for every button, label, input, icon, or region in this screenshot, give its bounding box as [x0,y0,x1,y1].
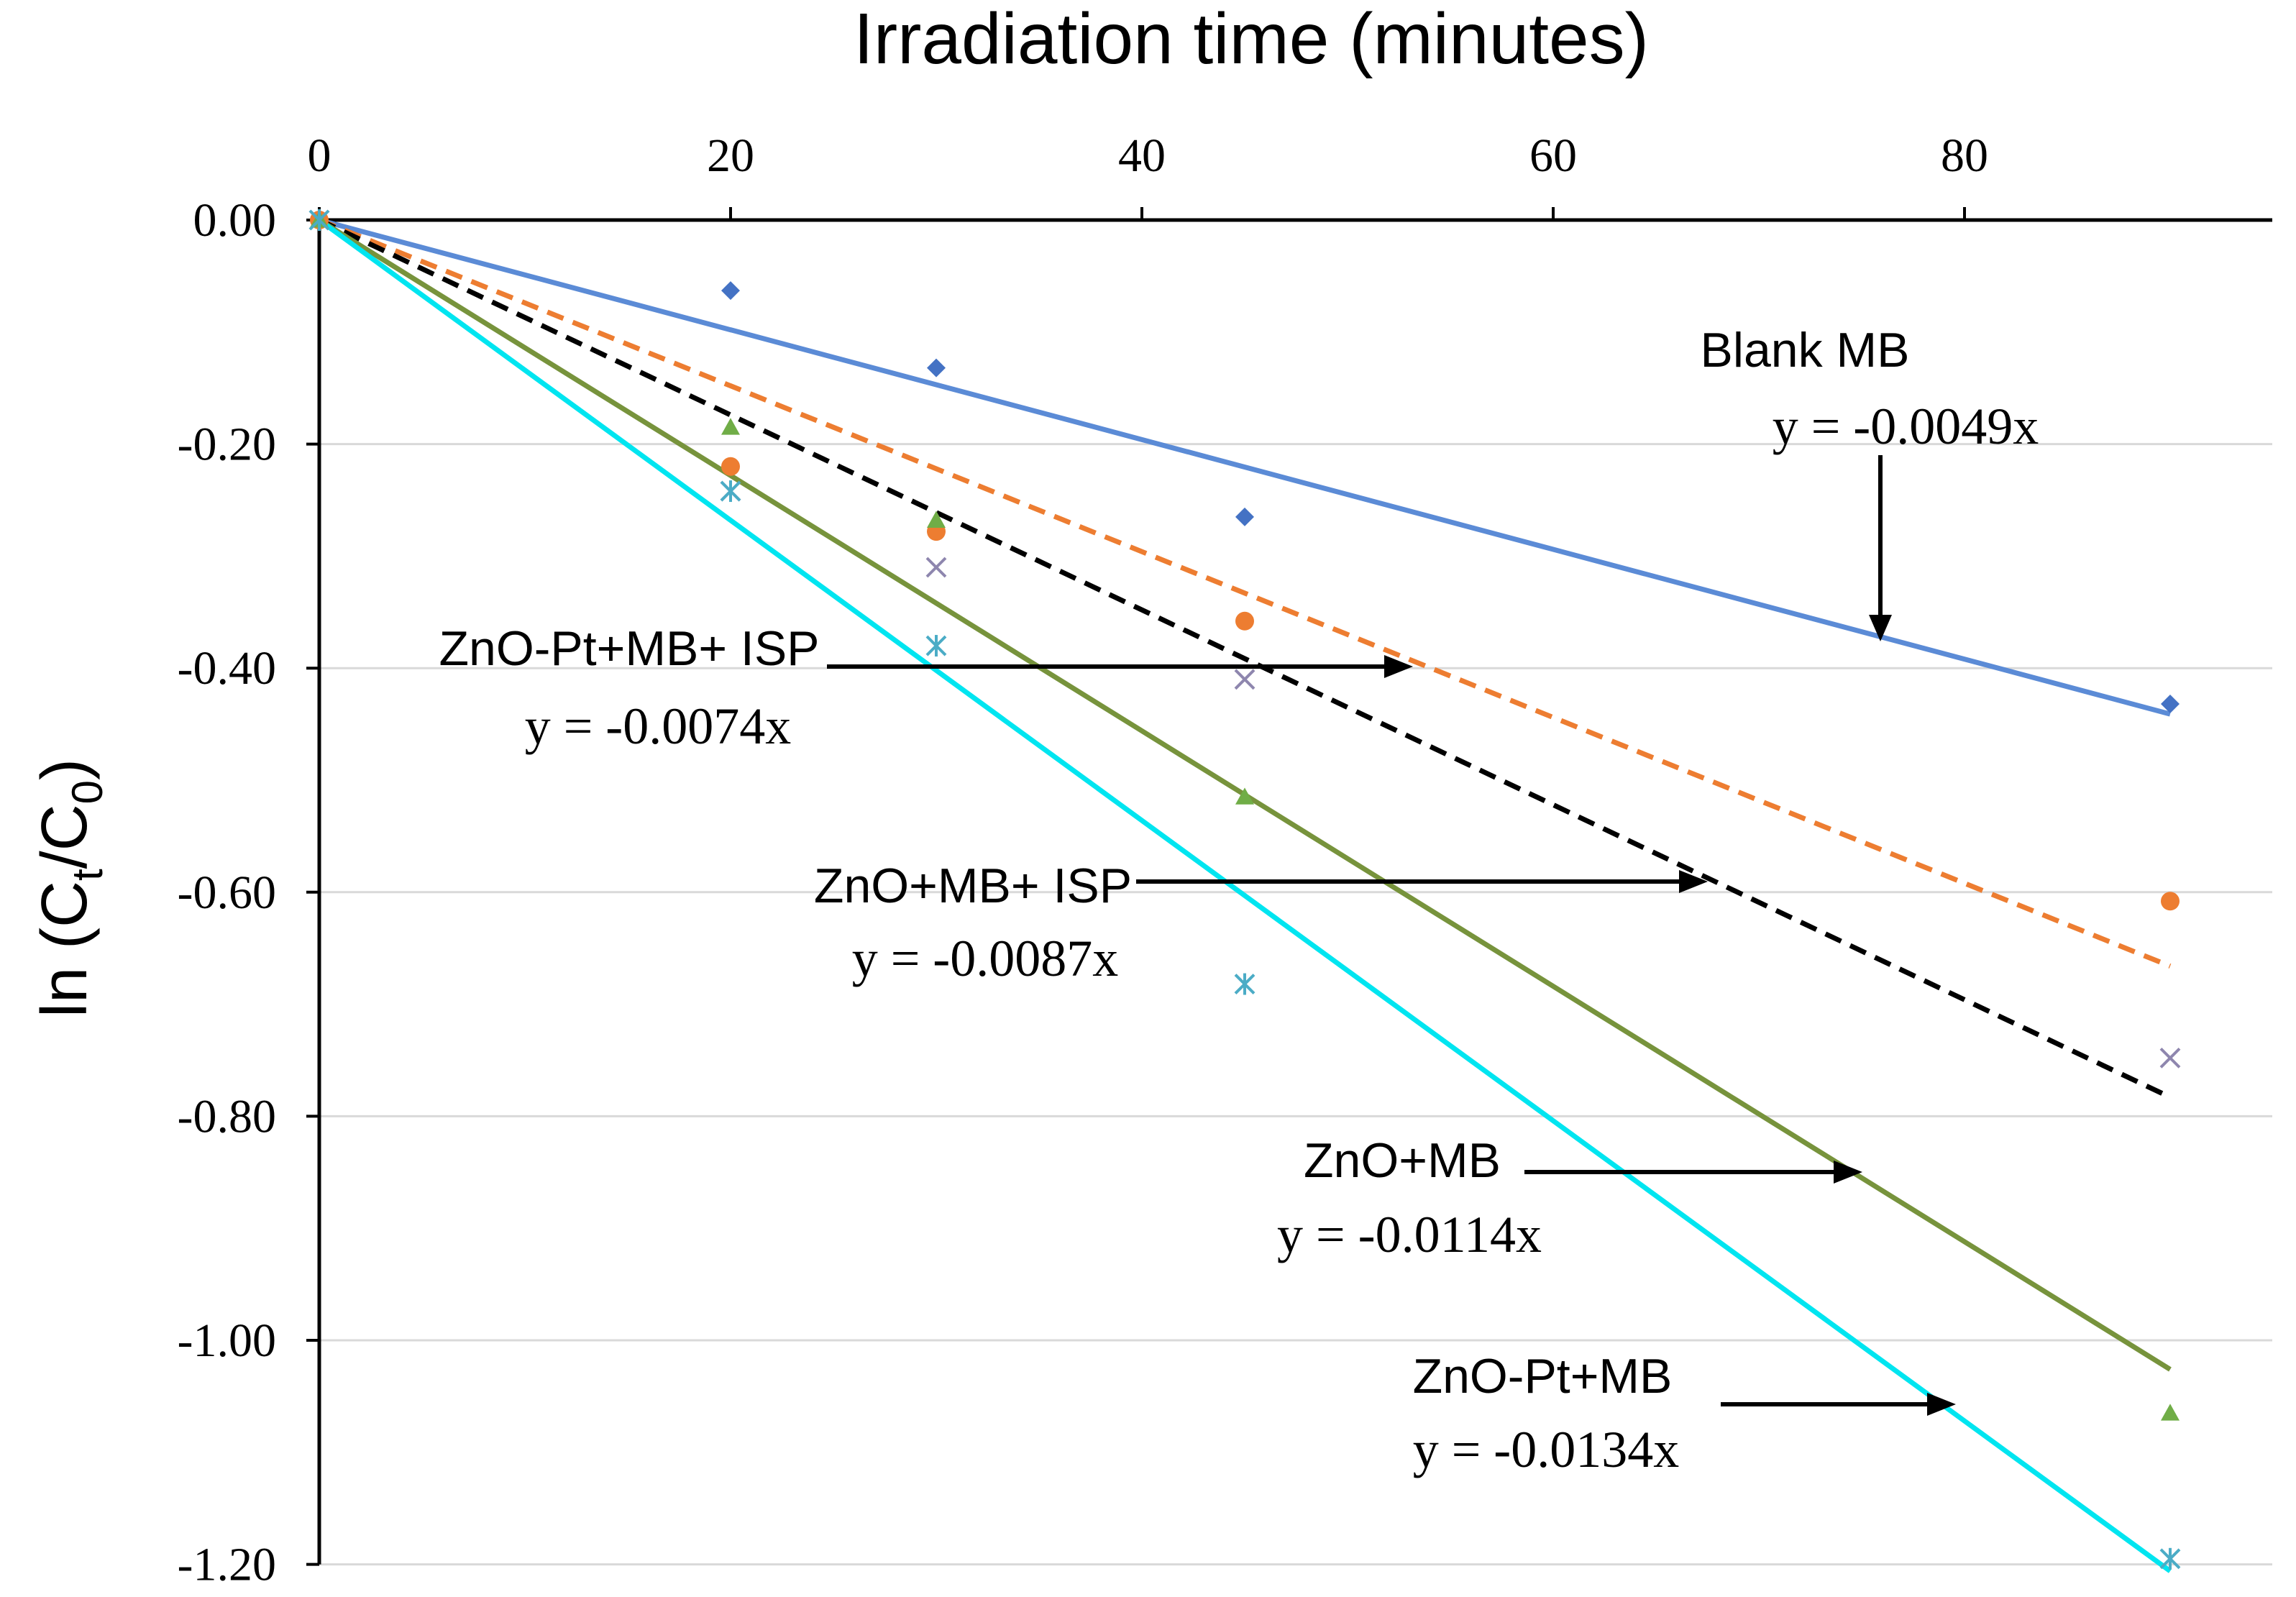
label-zno-pt-mb: ZnO-Pt+MB [1413,1349,1673,1404]
marker-3-3 [1235,787,1254,805]
trendline-4 [317,218,2172,1573]
x-tick-label: 0 [308,129,331,182]
axes [306,207,2272,1566]
trendlines [317,217,2172,1573]
label-blank-mb: Blank MB [1701,323,1910,377]
marker-3-2 [927,511,946,528]
marker-2-2 [925,557,947,578]
marker-4-1 [720,480,741,503]
marker-4-0 [308,209,330,231]
marker-1-3 [1235,611,1254,631]
annotations: Blank MB y = -0.0049x ZnO-Pt+MB+ ISP y =… [439,323,2039,1478]
trendline-0 [319,217,2171,717]
x-tick-label: 40 [1118,129,1166,182]
chart-title: Irradiation time (minutes) [854,0,1649,79]
marker-3-4 [2161,1404,2180,1421]
label-zno-pt-mb-isp: ZnO-Pt+MB+ ISP [439,621,819,676]
marker-4-3 [1234,973,1256,995]
data-markers [308,209,2181,1570]
marker-2-3 [1234,669,1256,690]
marker-0-1 [721,281,740,301]
arrowhead-zno-mb-isp [1679,870,1708,893]
tick-labels: 0.00 -0.20 -0.40 -0.60 -0.80 -1.00 -1.20 0 20 40 6… [178,129,1988,1591]
x-tick-label: 20 [707,129,754,182]
marker-0-2 [927,358,946,377]
marker-0-4 [2161,695,2180,714]
y-tick-label: 0.00 [193,194,277,247]
y-tick-label: -1.20 [178,1539,276,1591]
x-tick-label: 60 [1529,129,1577,182]
y-tick-label: -0.20 [178,418,276,471]
trendline-1 [318,217,2172,969]
marker-0-3 [1235,507,1254,526]
arrowhead-zno-pt-mb [1927,1393,1956,1416]
equation-blank-mb: y = -0.0049x [1773,398,2039,455]
marker-2-4 [2159,1047,2181,1069]
marker-4-2 [925,635,947,657]
arrowhead-zno-mb [1834,1161,1862,1184]
y-tick-label: -0.80 [178,1090,276,1143]
equation-zno-pt-mb: y = -0.0134x [1413,1421,1680,1478]
equation-zno-mb-isp: y = -0.0087x [852,930,1119,987]
label-zno-mb: ZnO+MB [1304,1133,1501,1188]
arrowhead-zno-pt-mb-isp [1384,655,1413,678]
x-tick-label: 80 [1941,129,1988,182]
trendline-2 [318,217,2172,1100]
equation-zno-pt-mb-isp: y = -0.0074x [525,697,792,755]
y-axis-label: ln (Ct/C0) [29,759,111,1017]
label-zno-mb-isp: ZnO+MB+ ISP [814,859,1132,913]
equation-zno-mb: y = -0.0114x [1277,1206,1542,1263]
arrowhead-blank-mb [1869,615,1892,641]
marker-3-1 [721,418,740,435]
marker-4-4 [2159,1547,2181,1570]
y-tick-label: -0.40 [178,642,276,695]
y-tick-label: -0.60 [178,866,276,919]
y-tick-label: -1.00 [178,1314,276,1367]
marker-1-1 [721,457,740,476]
marker-1-4 [2161,892,2180,911]
